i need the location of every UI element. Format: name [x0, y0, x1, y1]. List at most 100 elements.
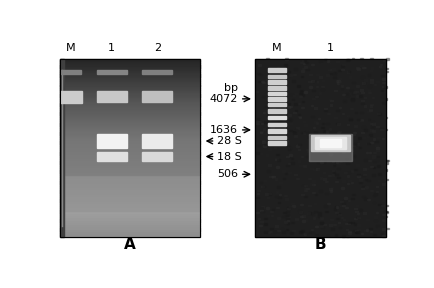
- Bar: [338, 141, 340, 142]
- Bar: [256, 212, 259, 213]
- Bar: [285, 165, 288, 166]
- Bar: [266, 207, 268, 209]
- Bar: [338, 81, 341, 83]
- Bar: [369, 81, 372, 82]
- Bar: [274, 196, 277, 197]
- Bar: [262, 186, 265, 187]
- Bar: [342, 143, 344, 144]
- Bar: [298, 232, 301, 233]
- Bar: [276, 154, 278, 155]
- Bar: [359, 58, 362, 59]
- Bar: [300, 107, 303, 108]
- Bar: [261, 139, 264, 141]
- Bar: [315, 86, 318, 87]
- Bar: [317, 169, 319, 170]
- Bar: [60, 99, 200, 101]
- Bar: [322, 179, 325, 180]
- Bar: [339, 161, 342, 162]
- Bar: [319, 226, 322, 227]
- Bar: [288, 115, 290, 116]
- Bar: [380, 105, 382, 106]
- Bar: [308, 81, 310, 82]
- Bar: [358, 95, 361, 96]
- Bar: [311, 64, 313, 65]
- Bar: [308, 74, 311, 75]
- Bar: [293, 73, 296, 75]
- Bar: [284, 170, 286, 171]
- Bar: [371, 175, 374, 176]
- Bar: [362, 82, 365, 84]
- Bar: [381, 210, 383, 211]
- Bar: [60, 88, 200, 90]
- Bar: [336, 213, 339, 214]
- Bar: [351, 82, 354, 84]
- Bar: [371, 121, 373, 122]
- Bar: [265, 143, 268, 144]
- Bar: [359, 65, 362, 66]
- Bar: [269, 116, 272, 118]
- Bar: [385, 160, 388, 161]
- Bar: [318, 190, 321, 192]
- Bar: [352, 160, 355, 162]
- Text: 2: 2: [153, 43, 161, 53]
- Bar: [298, 117, 301, 118]
- Bar: [287, 147, 290, 149]
- Bar: [360, 76, 363, 77]
- Bar: [375, 212, 378, 213]
- Bar: [359, 119, 362, 120]
- Bar: [329, 224, 331, 226]
- Bar: [381, 219, 384, 221]
- Bar: [372, 157, 374, 158]
- Bar: [297, 103, 300, 104]
- Bar: [366, 119, 368, 120]
- Bar: [282, 144, 284, 145]
- Bar: [355, 205, 357, 206]
- Bar: [292, 132, 295, 134]
- Bar: [360, 132, 363, 133]
- Bar: [310, 229, 312, 230]
- Bar: [60, 210, 200, 213]
- Bar: [291, 202, 293, 204]
- Bar: [340, 139, 342, 140]
- Bar: [366, 199, 369, 200]
- Bar: [287, 208, 289, 209]
- Bar: [344, 147, 347, 149]
- Bar: [352, 134, 354, 135]
- Bar: [292, 230, 294, 231]
- Bar: [361, 126, 364, 128]
- Bar: [60, 163, 200, 166]
- Bar: [305, 121, 308, 123]
- Bar: [276, 186, 279, 188]
- Bar: [255, 90, 258, 92]
- Bar: [336, 141, 339, 142]
- Bar: [385, 228, 388, 229]
- Bar: [299, 168, 302, 170]
- Bar: [301, 60, 304, 61]
- Bar: [60, 76, 200, 79]
- Bar: [303, 67, 306, 68]
- Bar: [305, 149, 308, 150]
- Bar: [273, 87, 275, 88]
- Bar: [344, 159, 347, 161]
- Bar: [346, 59, 349, 60]
- Bar: [353, 218, 356, 219]
- Bar: [257, 73, 260, 74]
- Bar: [300, 156, 302, 157]
- Bar: [267, 118, 270, 120]
- Bar: [269, 230, 271, 232]
- Bar: [297, 144, 300, 145]
- Bar: [60, 126, 200, 128]
- Bar: [258, 121, 260, 122]
- Bar: [332, 203, 334, 204]
- Bar: [349, 108, 352, 109]
- Bar: [266, 197, 269, 198]
- Bar: [285, 229, 288, 230]
- Bar: [342, 126, 345, 127]
- Bar: [344, 207, 347, 209]
- Bar: [320, 227, 323, 228]
- Bar: [368, 133, 371, 134]
- Bar: [320, 222, 322, 224]
- Bar: [337, 221, 339, 223]
- Bar: [371, 155, 374, 156]
- Bar: [307, 136, 309, 138]
